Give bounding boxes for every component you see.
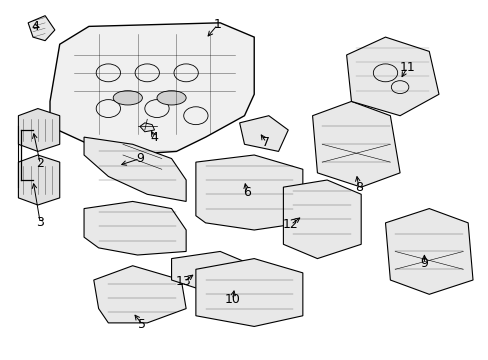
Text: 13: 13: [176, 275, 191, 288]
Text: 2: 2: [36, 157, 44, 170]
Polygon shape: [19, 155, 60, 205]
Text: 5: 5: [138, 318, 146, 331]
Polygon shape: [84, 137, 186, 202]
Polygon shape: [84, 202, 186, 255]
Polygon shape: [346, 37, 438, 116]
Text: 12: 12: [282, 218, 298, 231]
Text: 9: 9: [136, 152, 143, 165]
Text: 3: 3: [36, 216, 44, 229]
Polygon shape: [94, 266, 186, 323]
Polygon shape: [283, 180, 361, 258]
Text: 10: 10: [224, 293, 240, 306]
Text: 4: 4: [150, 131, 158, 144]
Text: 4: 4: [31, 20, 39, 33]
Polygon shape: [385, 208, 472, 294]
Polygon shape: [196, 155, 302, 230]
Polygon shape: [50, 23, 254, 155]
Polygon shape: [171, 251, 254, 294]
Polygon shape: [312, 102, 399, 187]
Polygon shape: [239, 116, 287, 152]
Ellipse shape: [113, 91, 142, 105]
Polygon shape: [140, 123, 154, 132]
Text: 6: 6: [243, 186, 250, 199]
Text: 8: 8: [354, 181, 362, 194]
Polygon shape: [196, 258, 302, 327]
Text: 9: 9: [420, 257, 427, 270]
Text: 1: 1: [213, 18, 221, 31]
Ellipse shape: [157, 91, 186, 105]
Text: 11: 11: [399, 61, 414, 74]
Polygon shape: [28, 16, 55, 41]
Polygon shape: [19, 109, 60, 152]
Text: 7: 7: [262, 136, 270, 149]
